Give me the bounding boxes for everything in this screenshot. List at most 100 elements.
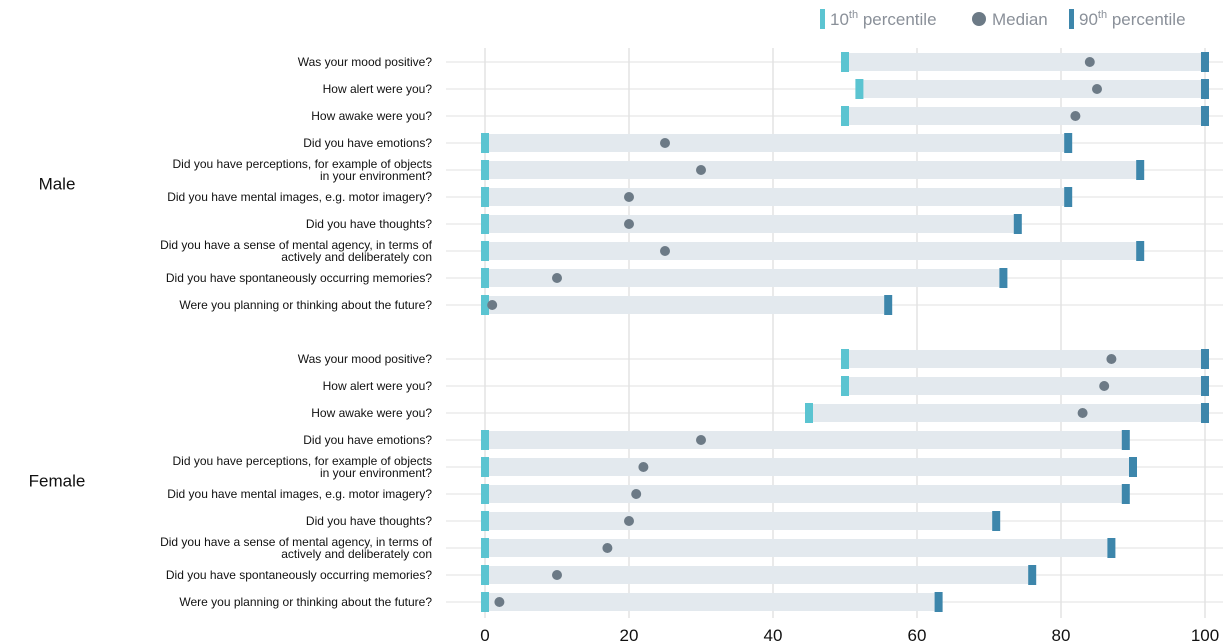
range-bar bbox=[485, 485, 1126, 503]
range-bar bbox=[859, 80, 1205, 98]
p90-marker bbox=[1107, 538, 1116, 558]
p10-marker bbox=[841, 349, 849, 369]
data-row: Did you have emotions? bbox=[303, 430, 1223, 450]
p10-marker bbox=[481, 214, 489, 234]
legend-label-sup: th bbox=[849, 9, 858, 21]
group-label: Female bbox=[29, 472, 86, 491]
question-label: Did you have thoughts? bbox=[306, 514, 432, 528]
x-tick-label: 80 bbox=[1052, 626, 1071, 644]
range-bar bbox=[485, 215, 1018, 233]
p90-marker bbox=[884, 295, 893, 315]
question-label: Was your mood positive? bbox=[298, 55, 433, 69]
p90-marker bbox=[1028, 565, 1037, 585]
median-dot bbox=[660, 138, 670, 148]
p10-marker bbox=[841, 376, 849, 396]
question-label: Did you have thoughts? bbox=[306, 217, 432, 231]
question-label: Did you have a sense of mental agency, i… bbox=[160, 238, 433, 264]
data-row: Were you planning or thinking about the … bbox=[179, 295, 1223, 315]
question-label-line: in your environment? bbox=[320, 466, 432, 480]
median-dot bbox=[624, 192, 634, 202]
data-row: Was your mood positive? bbox=[298, 52, 1223, 72]
median-dot bbox=[602, 543, 613, 553]
question-label-line: actively and deliberately con bbox=[281, 547, 432, 561]
data-row: Did you have mental images, e.g. motor i… bbox=[167, 484, 1223, 504]
question-label-line: actively and deliberately con bbox=[281, 250, 432, 264]
p10-marker bbox=[481, 133, 489, 153]
legend-median-dot-icon bbox=[972, 12, 986, 26]
range-bar bbox=[845, 350, 1205, 368]
p10-marker bbox=[855, 79, 864, 99]
median-dot bbox=[1077, 408, 1088, 418]
median-dot bbox=[638, 462, 649, 472]
data-row: How alert were you? bbox=[323, 79, 1223, 99]
p90-marker bbox=[1201, 403, 1209, 423]
legend: 10th percentile Median 90th percentile bbox=[820, 9, 1186, 29]
range-bar bbox=[485, 512, 997, 530]
legend-label-base: 10 bbox=[830, 10, 849, 29]
p10-marker bbox=[481, 592, 489, 612]
p10-marker bbox=[481, 457, 489, 477]
legend-p10-swatch-icon bbox=[820, 9, 825, 29]
question-label-line: Did you have perceptions, for example of… bbox=[173, 157, 432, 171]
p90-marker bbox=[1136, 241, 1145, 261]
range-bar bbox=[485, 458, 1133, 476]
p90-marker bbox=[1121, 430, 1130, 450]
median-dot bbox=[660, 246, 670, 256]
data-row: Did you have a sense of mental agency, i… bbox=[160, 535, 1223, 561]
median-dot bbox=[552, 273, 562, 283]
range-bar bbox=[485, 188, 1069, 206]
question-label: How awake were you? bbox=[311, 109, 432, 123]
data-row: Did you have spontaneously occurring mem… bbox=[166, 565, 1223, 585]
range-bar bbox=[485, 134, 1069, 152]
data-row: Did you have mental images, e.g. motor i… bbox=[167, 187, 1223, 207]
data-row: Were you planning or thinking about the … bbox=[179, 592, 1223, 612]
range-bar bbox=[485, 161, 1141, 179]
data-row: How awake were you? bbox=[311, 403, 1223, 423]
x-tick-label: 40 bbox=[764, 626, 783, 644]
p90-marker bbox=[999, 268, 1008, 288]
p90-marker bbox=[1064, 133, 1073, 153]
x-tick-label: 20 bbox=[620, 626, 639, 644]
data-row: Did you have perceptions, for example of… bbox=[173, 157, 1223, 183]
median-dot bbox=[1099, 381, 1110, 391]
median-dot bbox=[552, 570, 562, 580]
legend-item-p10: 10th percentile bbox=[820, 9, 937, 29]
p90-marker bbox=[1201, 349, 1209, 369]
p90-marker bbox=[1201, 376, 1209, 396]
range-bar bbox=[485, 269, 1004, 287]
p90-marker bbox=[934, 592, 943, 612]
range-bar bbox=[485, 539, 1112, 557]
p10-marker bbox=[481, 160, 489, 180]
legend-label: Median bbox=[992, 10, 1048, 29]
group-label: Male bbox=[39, 175, 76, 194]
range-bar bbox=[485, 296, 889, 314]
median-dot bbox=[1084, 57, 1095, 67]
data-row: How awake were you? bbox=[311, 106, 1223, 126]
x-tick-label: 0 bbox=[480, 626, 489, 644]
p90-marker bbox=[1201, 79, 1209, 99]
p90-marker bbox=[992, 511, 1001, 531]
median-dot bbox=[631, 489, 642, 499]
p10-marker bbox=[481, 268, 489, 288]
range-bar bbox=[485, 566, 1033, 584]
median-dot bbox=[1092, 84, 1102, 94]
p90-marker bbox=[1201, 106, 1209, 126]
group-female: Female Was your mood positive? How alert w… bbox=[29, 349, 1223, 612]
question-label: How alert were you? bbox=[323, 379, 433, 393]
range-bar bbox=[845, 107, 1205, 125]
legend-label-sup: th bbox=[1098, 9, 1107, 21]
median-dot bbox=[696, 435, 706, 445]
x-tick-label: 100 bbox=[1191, 626, 1219, 644]
question-label: Did you have spontaneously occurring mem… bbox=[166, 271, 432, 285]
range-bar bbox=[809, 404, 1205, 422]
question-label: Did you have a sense of mental agency, i… bbox=[160, 535, 433, 561]
question-label: Did you have perceptions, for example of… bbox=[173, 157, 433, 183]
legend-p90-swatch-icon bbox=[1069, 9, 1074, 29]
p10-marker bbox=[481, 511, 489, 531]
median-dot bbox=[624, 219, 634, 229]
p10-marker bbox=[481, 484, 489, 504]
median-dot bbox=[494, 597, 505, 607]
data-row: How alert were you? bbox=[323, 376, 1223, 396]
p90-marker bbox=[1201, 52, 1209, 72]
